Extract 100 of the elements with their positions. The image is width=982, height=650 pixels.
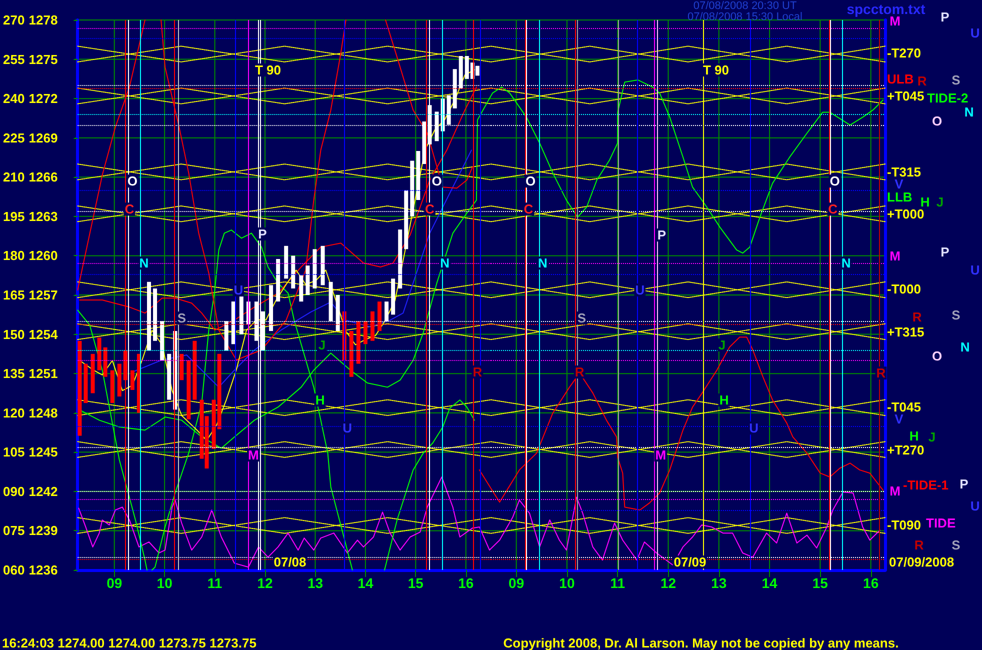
y-tick-label: 075 <box>2 523 25 538</box>
annotation: 07/08 <box>274 554 306 570</box>
y2-tick-label: 1257 <box>28 288 58 302</box>
text: N <box>964 104 974 120</box>
text: 07/09/2008 <box>889 554 954 570</box>
text: -T000 <box>887 282 921 296</box>
y2-tick-label: 1251 <box>28 366 58 382</box>
text: -T090 <box>887 518 921 532</box>
text: S <box>952 308 961 322</box>
x-tick-label: 10 <box>156 575 173 591</box>
text: R <box>917 74 928 88</box>
text: S <box>952 72 961 88</box>
x-tick-label: 13 <box>711 575 727 591</box>
y2-tick-label: 1239 <box>28 523 58 538</box>
annotation: J <box>318 338 326 352</box>
text: J <box>928 430 936 444</box>
annotation: J <box>718 338 726 352</box>
text: H <box>909 428 919 444</box>
y2-tick-label: 1275 <box>28 52 58 67</box>
text: P <box>960 476 969 492</box>
text: U <box>970 262 980 278</box>
text: +T045 <box>887 88 924 104</box>
annotation: N <box>139 256 149 271</box>
x-tick-label: 09 <box>508 575 524 591</box>
annotation: N <box>440 256 450 271</box>
y2-tick-label: 1254 <box>28 326 58 342</box>
annotation: C <box>524 202 534 217</box>
text: H <box>920 194 930 210</box>
annotation: H <box>719 392 729 408</box>
text: TIDE-2 <box>927 90 968 106</box>
text: TIDE <box>926 516 956 530</box>
annotation: C <box>828 202 838 217</box>
annotation: O <box>830 174 840 189</box>
annotation: 07/09 <box>674 554 706 570</box>
text: +T270 <box>887 442 924 458</box>
annotation: U <box>749 420 759 436</box>
annotation: O <box>127 174 138 189</box>
y2-tick-label: 1266 <box>28 170 58 185</box>
text: N <box>960 340 970 354</box>
y-tick-label: 165 <box>2 288 25 302</box>
y-tick-label: 180 <box>2 248 25 264</box>
annotation: S <box>177 310 186 326</box>
y-tick-label: 090 <box>2 484 25 499</box>
text: +T000 <box>887 206 924 222</box>
y2-tick-label: 1248 <box>28 405 58 420</box>
x-tick-label: 15 <box>812 575 828 591</box>
text: P <box>940 10 950 24</box>
annotation: M <box>248 448 259 463</box>
x-tick-label: 12 <box>257 575 274 591</box>
annotation: R <box>876 366 886 381</box>
y2-tick-label: 1260 <box>28 248 58 264</box>
annotation: U <box>635 282 645 298</box>
text: 07/08/2008 20:30 UT <box>693 0 797 12</box>
text: R <box>914 538 924 552</box>
y2-tick-label: 1263 <box>28 208 58 224</box>
x-tick-label: 14 <box>762 575 778 591</box>
text: LLB <box>887 190 912 204</box>
text: -T315 <box>887 164 921 180</box>
text: -T270 <box>887 46 921 60</box>
annotation: T 90 <box>702 62 730 78</box>
y2-tick-label: 1272 <box>28 91 58 106</box>
annotation: O <box>432 174 442 189</box>
y-tick-label: 135 <box>2 366 25 382</box>
annotation: T 90 <box>254 62 282 78</box>
text: P <box>940 244 950 260</box>
annotation: C <box>124 202 135 217</box>
text: ULB <box>887 72 914 86</box>
text: S <box>952 538 961 552</box>
annotation: N <box>538 256 548 271</box>
text: V <box>894 412 904 426</box>
text: U <box>970 26 980 40</box>
text: 16:24:03 1274.00 1274.00 1273.75 1273.75 <box>2 636 256 650</box>
x-tick-label: 11 <box>207 575 222 591</box>
y-tick-label: 240 <box>2 91 25 106</box>
y-tick-label: 195 <box>2 208 25 224</box>
y-tick-label: 255 <box>2 52 25 67</box>
y-tick-label: 060 <box>2 562 25 578</box>
annotation: N <box>841 256 851 271</box>
y2-tick-label: 1242 <box>28 484 58 499</box>
annotation: R <box>574 364 585 380</box>
annotation: P <box>258 226 268 242</box>
annotation: U <box>234 282 244 298</box>
annotation: O <box>525 174 536 189</box>
text: J <box>936 194 944 210</box>
y2-tick-label: 1269 <box>28 130 58 146</box>
x-tick-label: 09 <box>106 575 122 591</box>
annotation: U <box>342 420 352 436</box>
text: M <box>890 484 900 498</box>
y2-tick-label: 1278 <box>28 12 58 28</box>
x-tick-label: 10 <box>559 575 575 591</box>
text: V <box>894 176 904 192</box>
text: -T045 <box>887 400 921 414</box>
text: M <box>890 248 900 264</box>
text: O <box>932 114 942 128</box>
annotation: C <box>425 202 436 217</box>
text: Copyright 2008, Dr. Al Larson. May not be copied by any means. <box>503 636 899 650</box>
y-tick-label: 225 <box>2 130 25 146</box>
x-tick-label: 16 <box>458 575 474 591</box>
y-tick-label: 210 <box>2 170 25 185</box>
y-tick-label: 105 <box>2 444 25 460</box>
